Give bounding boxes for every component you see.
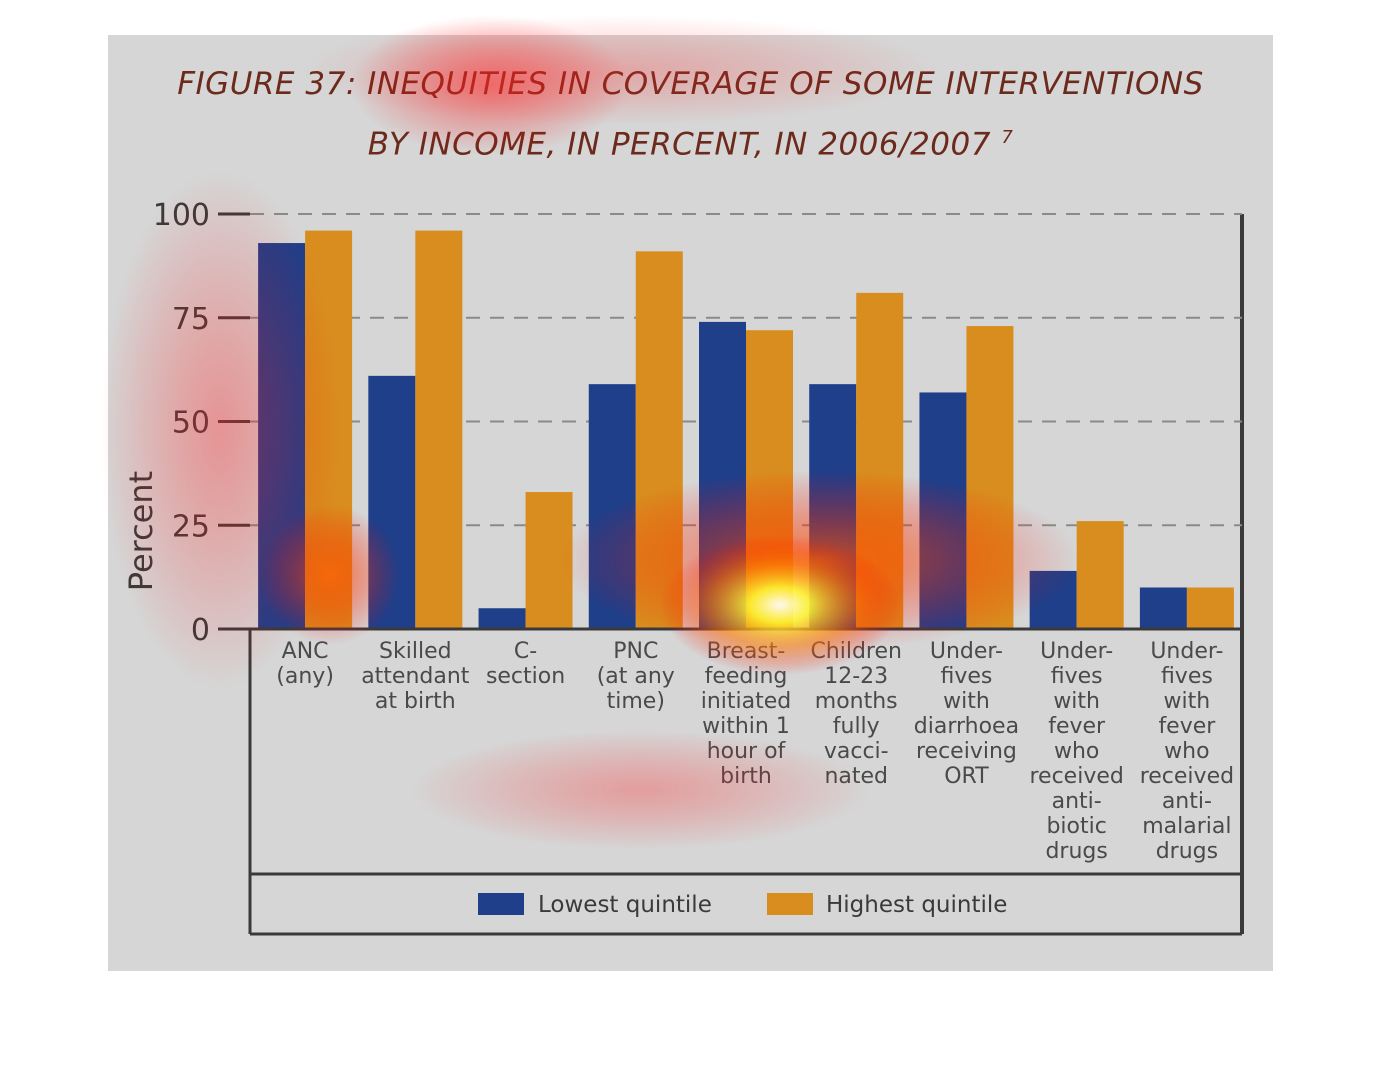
x-category-label: with [1053, 689, 1100, 714]
bar-highest-quintile [746, 330, 793, 629]
x-category-label: C- [514, 639, 537, 664]
x-category-label: vacci- [824, 739, 889, 764]
x-category-label: received [1140, 764, 1234, 789]
bar-highest-quintile [635, 251, 683, 629]
bar-highest-quintile [525, 492, 573, 629]
x-category-label: drugs [1156, 839, 1218, 864]
bar-highest-quintile [1186, 587, 1234, 629]
bar-lowest-quintile [699, 321, 746, 629]
bar-lowest-quintile [809, 384, 857, 629]
title-footnote-marker: 7 [1001, 127, 1014, 148]
bar-lowest-quintile [919, 392, 967, 629]
x-category-label: (any) [276, 664, 334, 689]
x-category-label: anti- [1052, 789, 1102, 814]
x-category-label: ORT [944, 764, 989, 789]
x-category-label: Under- [1040, 639, 1113, 664]
bar-highest-quintile [856, 292, 904, 629]
bar-highest-quintile [1076, 521, 1124, 629]
x-category-label: fives [941, 664, 993, 689]
y-tick-label: 25 [172, 509, 210, 544]
x-category-label: drugs [1045, 839, 1107, 864]
x-category-label: feeding [705, 664, 788, 689]
x-category-label: malarial [1142, 814, 1231, 839]
x-category-label: Breast- [707, 639, 786, 664]
y-tick-label: 50 [172, 406, 210, 441]
x-category-label: time) [607, 689, 665, 714]
bar-lowest-quintile [588, 384, 636, 629]
x-category-label: with [1164, 689, 1211, 714]
x-category-label: with [943, 689, 990, 714]
bar-lowest-quintile [478, 608, 526, 629]
y-tick-label: 75 [172, 302, 210, 337]
x-category-label: who [1054, 739, 1099, 764]
x-category-label: PNC [613, 639, 658, 664]
x-category-label: anti- [1162, 789, 1212, 814]
x-category-label: hour of [707, 739, 787, 764]
x-category-label: fever [1048, 714, 1106, 739]
x-category-label: initiated [701, 689, 792, 714]
x-category-label: ANC [282, 639, 329, 664]
y-axis-label: Percent [122, 471, 160, 591]
legend-swatch-lowest [478, 893, 524, 915]
x-category-label: fever [1158, 714, 1216, 739]
x-category-label: biotic [1046, 814, 1106, 839]
x-category-label: 12-23 [824, 664, 888, 689]
x-category-label: Under- [930, 639, 1003, 664]
x-category-label: section [486, 664, 565, 689]
legend-label-highest: Highest quintile [826, 892, 1007, 918]
bar-lowest-quintile [258, 243, 306, 630]
x-category-label: fully [833, 714, 880, 739]
bar-highest-quintile [415, 230, 463, 629]
bar-lowest-quintile [1139, 587, 1187, 629]
x-category-label: receiving [916, 739, 1017, 764]
x-category-label: (at any [597, 664, 675, 689]
y-tick-label: 100 [153, 198, 210, 233]
x-category-label: Skilled [379, 639, 452, 664]
x-category-label: within 1 [702, 714, 790, 739]
x-category-label: attendant [361, 664, 470, 689]
legend-label-lowest: Lowest quintile [538, 892, 712, 918]
x-category-label: fives [1051, 664, 1103, 689]
bar-highest-quintile [966, 326, 1014, 629]
y-tick-label: 0 [191, 613, 210, 648]
x-category-label: who [1164, 739, 1209, 764]
bar-lowest-quintile [1029, 570, 1077, 629]
x-category-label: birth [720, 764, 772, 789]
x-category-label: at birth [375, 689, 456, 714]
bar-highest-quintile [305, 230, 353, 629]
x-category-label: months [815, 689, 898, 714]
x-category-label: fives [1161, 664, 1213, 689]
x-category-label: Children [810, 639, 902, 664]
x-category-label: diarrhoea [914, 714, 1019, 739]
x-category-label: Under- [1150, 639, 1223, 664]
bar-lowest-quintile [368, 375, 416, 629]
legend-swatch-highest [767, 893, 813, 915]
x-category-label: nated [824, 764, 888, 789]
x-category-label: received [1029, 764, 1123, 789]
